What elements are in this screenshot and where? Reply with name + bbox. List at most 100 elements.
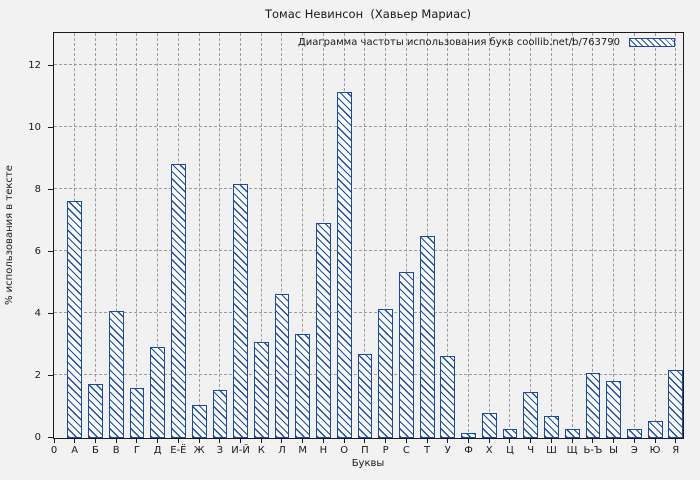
x-tick-mark-Ф xyxy=(468,439,470,443)
y-tick-mark-8 xyxy=(48,188,53,190)
gridline-vertical-В xyxy=(115,33,117,437)
gridline-vertical-К xyxy=(260,33,262,437)
bar-Л xyxy=(274,293,290,438)
x-tick-label-Л: Л xyxy=(278,445,286,456)
x-tick-mark-Н xyxy=(322,439,324,443)
gridline-horizontal-10 xyxy=(54,126,682,128)
gridline-vertical-Ы xyxy=(613,33,615,437)
x-tick-mark-Ю xyxy=(654,439,656,443)
y-tick-mark-10 xyxy=(48,126,53,128)
bar-Ш xyxy=(544,416,559,438)
bar-Щ xyxy=(564,428,580,438)
y-tick-label-10: 10 xyxy=(28,121,41,133)
bar-С xyxy=(399,272,414,438)
gridline-vertical-Ж xyxy=(198,33,200,437)
x-tick-mark-Ь-Ъ xyxy=(592,439,594,443)
x-axis-ticks: 0 А Б В Г Д Е-Ё Ж З И-Й К Л М Н О П Р С Т У Ф Х Ц Ч Ш Щ Ь-Ъ Ы Э Ю Я xyxy=(51,439,682,461)
x-axis-title: Буквы xyxy=(351,458,385,469)
gridline-vertical-П xyxy=(364,33,366,437)
y-tick-label-12: 12 xyxy=(28,59,41,71)
x-tick-label-Щ: Щ xyxy=(566,445,578,456)
bar-Ы xyxy=(606,380,622,438)
bar-Д xyxy=(150,346,166,438)
bar-Ю xyxy=(647,420,663,438)
x-tick-label-Ф: Ф xyxy=(464,445,473,456)
x-tick-mark-Я xyxy=(675,439,677,443)
x-tick-mark-Т xyxy=(426,439,428,443)
x-tick-label-Э: Э xyxy=(630,445,638,456)
gridline-horizontal-12 xyxy=(54,64,682,66)
y-tick-mark-12 xyxy=(48,64,53,66)
gridline-vertical-Ю xyxy=(654,33,656,437)
x-tick-mark-А xyxy=(74,439,76,443)
x-tick-mark-И-Й xyxy=(240,439,242,443)
legend-swatch-hatched xyxy=(629,38,675,47)
x-tick-label-М: М xyxy=(298,445,308,456)
gridline-vertical-Щ xyxy=(571,33,573,437)
bar-Т xyxy=(419,236,435,438)
x-tick-mark-0 xyxy=(53,439,55,443)
bar-У xyxy=(440,355,456,438)
x-tick-label-Б: Б xyxy=(92,445,99,456)
x-tick-label-Ш: Ш xyxy=(546,445,557,456)
bar-Е-Ё xyxy=(171,163,186,438)
x-tick-label-П: П xyxy=(361,445,369,456)
x-tick-mark-Е-Ё xyxy=(177,439,179,443)
x-tick-label-Ч: Ч xyxy=(527,445,535,456)
x-tick-mark-Б xyxy=(94,439,96,443)
x-tick-label-А: А xyxy=(71,445,79,456)
bar-М xyxy=(295,334,311,438)
y-tick-mark-0 xyxy=(48,437,53,438)
x-tick-mark-Л xyxy=(281,439,283,443)
gridline-vertical-Э xyxy=(633,33,635,437)
x-tick-mark-Щ xyxy=(571,439,573,443)
y-axis-ticks: 0 2 4 6 8 10 12 xyxy=(10,33,53,443)
x-tick-label-Ж: Ж xyxy=(193,445,205,456)
x-tick-mark-У xyxy=(447,439,449,443)
x-tick-label-Ц: Ц xyxy=(506,445,514,456)
x-tick-mark-В xyxy=(115,439,117,443)
x-tick-label-Я: Я xyxy=(672,445,680,456)
x-tick-label-Ы: Ы xyxy=(609,445,618,456)
gridline-vertical-Т xyxy=(426,33,428,437)
plot-area: Диаграмма частоты использования букв coo… xyxy=(53,32,684,439)
y-tick-label-0: 0 xyxy=(34,432,41,443)
gridline-vertical-С xyxy=(405,33,407,437)
gridline-vertical-З xyxy=(219,33,221,437)
gridline-vertical-Ф xyxy=(468,33,470,437)
x-tick-label-С: С xyxy=(402,445,410,456)
x-tick-mark-Ы xyxy=(613,439,615,443)
x-tick-label-К: К xyxy=(257,445,265,456)
legend-label: Диаграмма частоты использования букв coo… xyxy=(297,37,620,48)
bar-Ж xyxy=(191,405,207,438)
x-tick-label-З: З xyxy=(216,445,223,456)
legend: Диаграмма частоты использования букв coo… xyxy=(298,37,675,48)
x-tick-label-У: У xyxy=(444,445,451,456)
y-tick-label-2: 2 xyxy=(34,369,41,381)
x-tick-mark-Р xyxy=(385,439,387,443)
x-tick-mark-Г xyxy=(136,439,138,443)
bar-И-Й xyxy=(233,183,249,438)
x-tick-mark-С xyxy=(405,439,407,443)
x-tick-mark-К xyxy=(260,439,262,443)
gridline-vertical-У xyxy=(447,33,449,437)
gridline-vertical-Д xyxy=(157,33,159,437)
bar-П xyxy=(357,354,373,438)
y-tick-mark-4 xyxy=(48,312,53,314)
y-tick-mark-6 xyxy=(48,250,53,252)
bar-Ф xyxy=(461,433,477,438)
x-tick-label-Г: Г xyxy=(133,445,140,456)
gridline-horizontal-4 xyxy=(54,312,682,314)
gridline-vertical-Р xyxy=(385,33,387,437)
x-tick-label-0: 0 xyxy=(50,445,58,456)
bar-О xyxy=(336,92,352,438)
bar-Н xyxy=(316,222,331,438)
y-tick-label-4: 4 xyxy=(34,307,41,319)
x-tick-label-Х: Х xyxy=(485,445,493,456)
gridline-horizontal-8 xyxy=(54,188,682,190)
x-tick-mark-З xyxy=(219,439,221,443)
gridline-vertical-Х xyxy=(488,33,490,437)
gridline-vertical-Г xyxy=(136,33,138,437)
x-tick-label-Р: Р xyxy=(382,445,389,456)
